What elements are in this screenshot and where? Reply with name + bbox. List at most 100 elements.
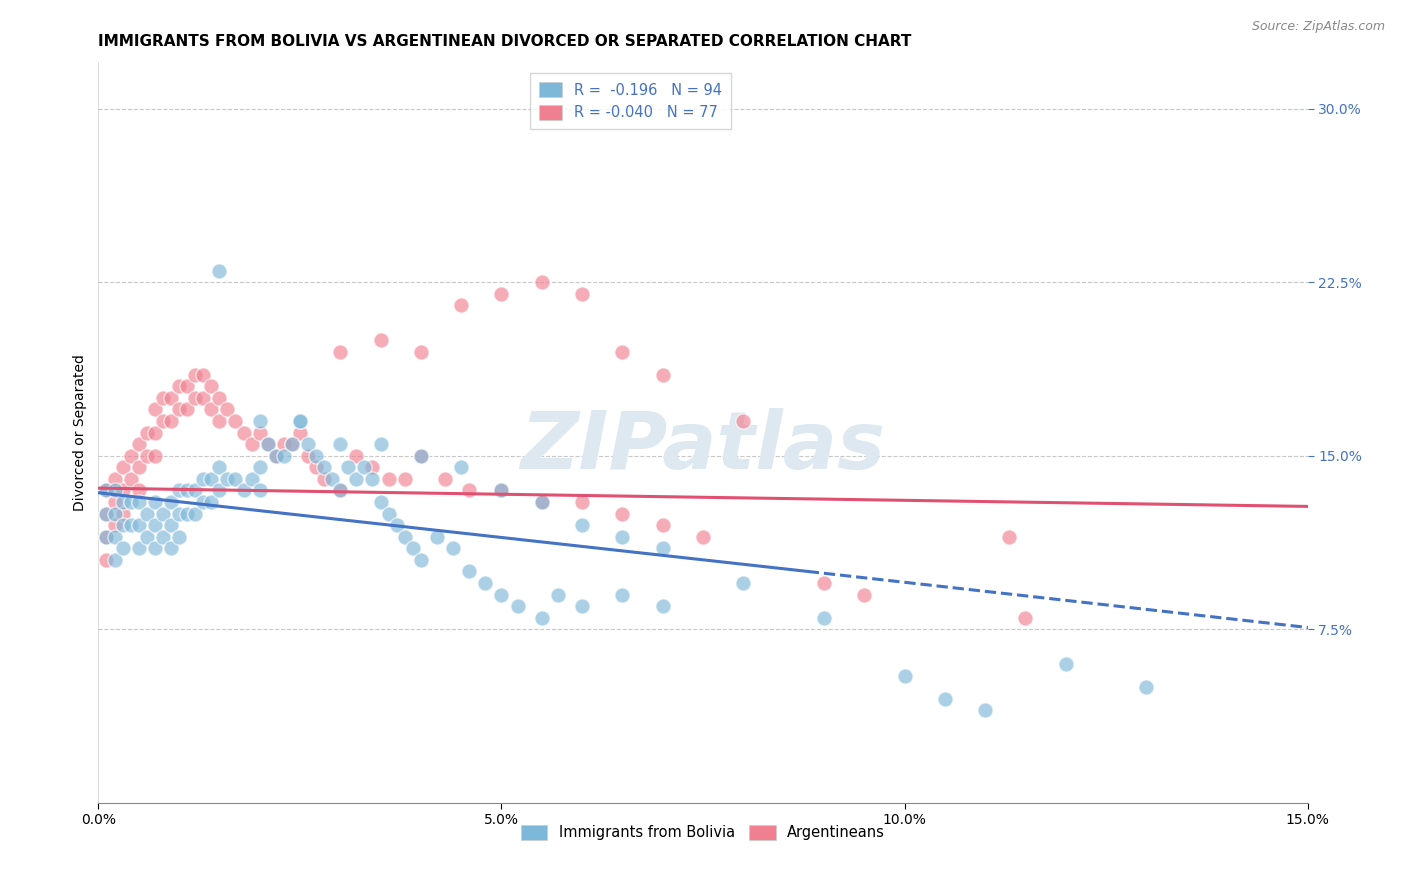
Point <box>273 449 295 463</box>
Point <box>491 588 513 602</box>
Point <box>853 588 876 602</box>
Point <box>491 483 513 498</box>
Point <box>143 518 166 533</box>
Point <box>651 518 673 533</box>
Point <box>256 437 278 451</box>
Point <box>193 391 215 405</box>
Text: ZIPatlas: ZIPatlas <box>520 409 886 486</box>
Point <box>264 449 287 463</box>
Point <box>733 414 755 428</box>
Point <box>167 379 190 393</box>
Point <box>152 391 174 405</box>
Point <box>612 588 634 602</box>
Point <box>329 344 352 359</box>
Point <box>208 460 231 475</box>
Point <box>530 610 553 624</box>
Point <box>143 495 166 509</box>
Point <box>193 495 215 509</box>
Point <box>135 449 157 463</box>
Point <box>103 472 125 486</box>
Point <box>402 541 425 556</box>
Point <box>813 576 835 591</box>
Point <box>120 518 142 533</box>
Point <box>111 483 134 498</box>
Point <box>152 507 174 521</box>
Point <box>232 483 254 498</box>
Point <box>103 507 125 521</box>
Point <box>426 530 449 544</box>
Point <box>934 691 956 706</box>
Point <box>571 518 593 533</box>
Point <box>474 576 496 591</box>
Point <box>394 472 416 486</box>
Point <box>547 588 569 602</box>
Point <box>111 495 134 509</box>
Point <box>240 472 263 486</box>
Point <box>893 668 915 682</box>
Point <box>249 460 271 475</box>
Point <box>96 483 118 498</box>
Point <box>813 610 835 624</box>
Point <box>167 530 190 544</box>
Point <box>571 286 593 301</box>
Point <box>232 425 254 440</box>
Point <box>160 541 183 556</box>
Point <box>103 518 125 533</box>
Point <box>314 472 336 486</box>
Point <box>651 599 673 614</box>
Point <box>208 414 231 428</box>
Point <box>249 483 271 498</box>
Point <box>217 472 239 486</box>
Point <box>370 495 392 509</box>
Point <box>612 344 634 359</box>
Point <box>128 483 150 498</box>
Point <box>167 483 190 498</box>
Point <box>111 518 134 533</box>
Point <box>273 437 295 451</box>
Point <box>193 472 215 486</box>
Point <box>96 553 118 567</box>
Point <box>193 368 215 382</box>
Point <box>450 460 472 475</box>
Point <box>394 530 416 544</box>
Point <box>353 460 375 475</box>
Point <box>143 449 166 463</box>
Point <box>128 437 150 451</box>
Point <box>143 402 166 417</box>
Point <box>184 391 207 405</box>
Point <box>305 449 328 463</box>
Point <box>167 507 190 521</box>
Point <box>160 495 183 509</box>
Point <box>297 449 319 463</box>
Point <box>506 599 529 614</box>
Point <box>998 530 1021 544</box>
Point <box>249 414 271 428</box>
Point <box>120 449 142 463</box>
Point <box>281 437 304 451</box>
Point <box>571 599 593 614</box>
Point <box>184 368 207 382</box>
Point <box>184 507 207 521</box>
Point <box>200 402 222 417</box>
Point <box>344 472 367 486</box>
Point <box>135 425 157 440</box>
Point <box>200 379 222 393</box>
Point <box>651 541 673 556</box>
Point <box>361 460 384 475</box>
Point <box>120 472 142 486</box>
Point <box>612 507 634 521</box>
Point <box>612 530 634 544</box>
Point <box>281 437 304 451</box>
Point <box>135 530 157 544</box>
Point <box>288 414 311 428</box>
Point <box>305 460 328 475</box>
Point <box>692 530 714 544</box>
Point <box>208 263 231 277</box>
Point <box>96 507 118 521</box>
Point <box>409 344 432 359</box>
Point <box>224 414 246 428</box>
Point <box>288 425 311 440</box>
Point <box>370 437 392 451</box>
Point <box>103 553 125 567</box>
Point <box>249 425 271 440</box>
